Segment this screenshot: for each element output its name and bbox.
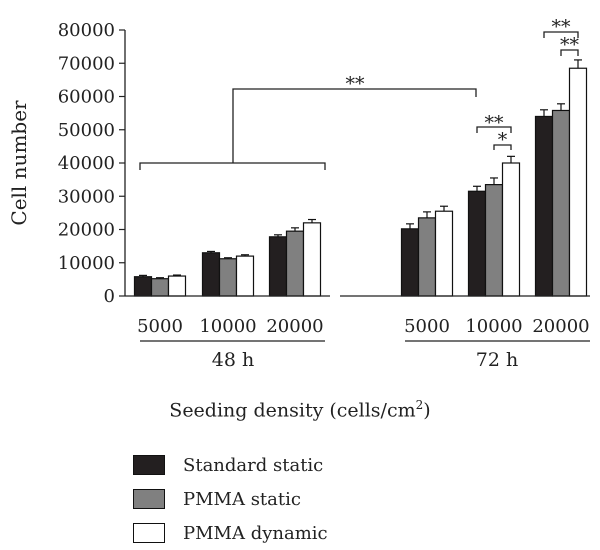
bar — [218, 258, 238, 297]
significance-bracket — [560, 49, 579, 56]
y-tick-label: 0 — [104, 286, 115, 307]
legend-label-standard-static: Standard static — [183, 454, 324, 476]
bar — [501, 162, 521, 297]
y-tick-label: 40000 — [58, 153, 115, 174]
y-axis-title: Cell number — [7, 100, 31, 226]
bar — [551, 109, 571, 297]
x-tick-label: 5000 — [404, 316, 450, 337]
legend-item-pmma-static: PMMA static — [133, 482, 328, 516]
legend-swatch-standard-static — [133, 455, 165, 475]
legend-item-pmma-dynamic: PMMA dynamic — [133, 516, 328, 550]
bar — [268, 236, 288, 297]
significance-label: ** — [560, 34, 580, 56]
y-tick-label: 20000 — [58, 220, 115, 241]
bar — [167, 275, 187, 297]
x-tick-label: 20000 — [532, 316, 589, 337]
y-tick-label: 50000 — [58, 120, 115, 141]
significance-bracket — [493, 144, 512, 150]
legend-item-standard-static: Standard static — [133, 448, 328, 482]
significance-bracket — [543, 31, 579, 38]
significance-bracket — [476, 126, 512, 133]
x-axis-title-tail: ) — [423, 399, 431, 422]
x-axis-title-superscript: 2 — [415, 398, 424, 412]
significance-label: * — [498, 129, 508, 151]
x-axis-title-main: Seeding density (cells/cm — [169, 399, 416, 422]
bar — [302, 222, 322, 297]
x-axis-title: Seeding density (cells/cm2) — [0, 398, 600, 421]
legend-swatch-pmma-static — [133, 489, 165, 509]
bar — [484, 184, 504, 297]
legend-swatch-pmma-dynamic — [133, 523, 165, 543]
bar — [133, 276, 153, 297]
y-tick-label: 80000 — [58, 20, 115, 41]
x-tick-label: 10000 — [465, 316, 522, 337]
chart-canvas: 0 10000 20000 30000 40000 50000 60000 70000 8000… — [7, 16, 590, 371]
group-label: 48 h — [212, 349, 254, 371]
x-tick-label: 20000 — [266, 316, 323, 337]
bar — [150, 278, 170, 297]
group-label: 72 h — [476, 349, 518, 371]
bar — [201, 252, 221, 297]
bar — [467, 190, 487, 297]
y-tick-label: 60000 — [58, 87, 115, 108]
bar — [285, 230, 305, 297]
y-tick-label: 30000 — [58, 186, 115, 207]
bar — [235, 255, 255, 297]
legend-label-pmma-dynamic: PMMA dynamic — [183, 522, 328, 544]
significance-label: ** — [346, 73, 366, 95]
bar — [434, 210, 454, 297]
y-tick-label: 10000 — [58, 253, 115, 274]
significance-label: ** — [552, 16, 572, 38]
legend-label-pmma-static: PMMA static — [183, 488, 301, 510]
significance-label: ** — [485, 112, 505, 134]
bar — [534, 115, 554, 297]
bar — [400, 228, 420, 297]
bar — [417, 217, 437, 297]
significance-bracket — [139, 162, 326, 170]
bar — [568, 67, 588, 297]
x-tick-label: 10000 — [199, 316, 256, 337]
significance-bracket — [232, 88, 477, 163]
legend: Standard static PMMA static PMMA dynamic — [133, 448, 328, 550]
x-tick-label: 5000 — [137, 316, 183, 337]
y-tick-label: 70000 — [58, 53, 115, 74]
